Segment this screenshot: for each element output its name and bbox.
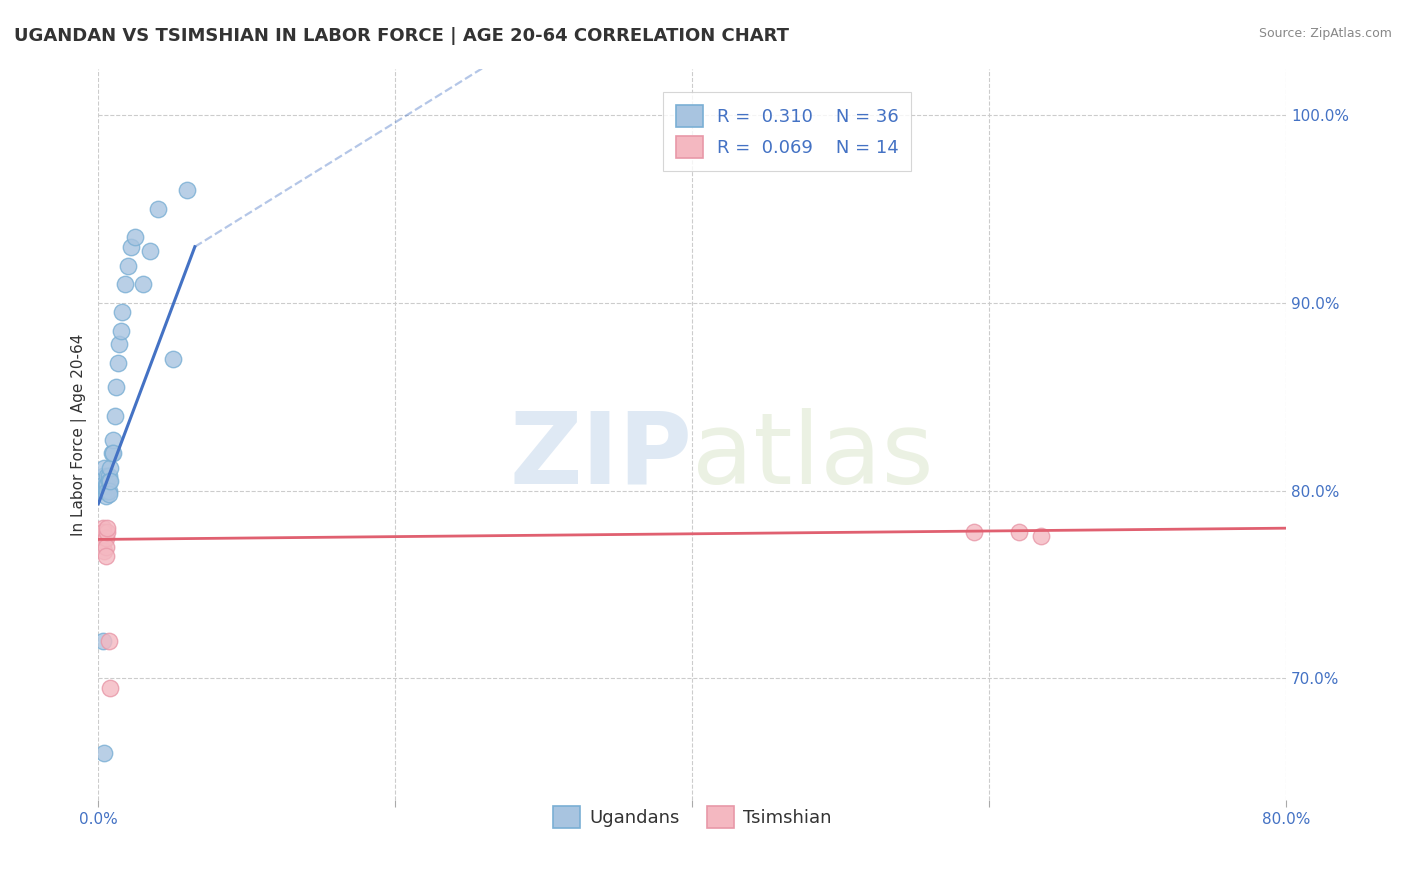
Point (96, 483, 118, 498)
Point (91, 524, 114, 539)
Point (104, 409, 127, 423)
Point (97, 475, 120, 489)
Point (97, 468, 120, 483)
Point (94, 549, 117, 564)
Point (91, 468, 114, 483)
Point (96, 521, 118, 535)
Legend: Ugandans, Tsimshian: Ugandans, Tsimshian (546, 798, 838, 835)
Text: Source: ZipAtlas.com: Source: ZipAtlas.com (1258, 27, 1392, 40)
Y-axis label: In Labor Force | Age 20-64: In Labor Force | Age 20-64 (72, 334, 87, 535)
Point (103, 433, 125, 447)
Point (100, 446, 122, 460)
Point (91, 633, 114, 648)
Text: atlas: atlas (692, 408, 934, 505)
Point (93, 483, 115, 498)
Point (93, 534, 115, 549)
Point (963, 524, 986, 539)
Point (96, 524, 118, 539)
Point (93, 747, 115, 761)
Text: UGANDAN VS TSIMSHIAN IN LABOR FORCE | AGE 20-64 CORRELATION CHART: UGANDAN VS TSIMSHIAN IN LABOR FORCE | AG… (14, 27, 789, 45)
Point (98, 461, 121, 475)
Point (139, 244, 162, 258)
Point (94, 489, 117, 503)
Point (98, 475, 121, 489)
Point (91, 478, 114, 492)
Point (94, 483, 117, 498)
Point (97, 487, 120, 501)
Point (98, 681, 121, 695)
Point (103, 446, 125, 460)
Point (94, 478, 117, 492)
Point (120, 240, 142, 254)
Point (97, 483, 120, 498)
Point (94, 540, 117, 554)
Point (96, 478, 118, 492)
Point (117, 259, 139, 273)
Point (108, 337, 131, 351)
Point (176, 184, 198, 198)
Point (93, 461, 115, 475)
Point (93, 543, 115, 558)
Point (105, 380, 128, 394)
Point (94, 531, 117, 545)
Point (1029, 529, 1052, 543)
Point (111, 305, 134, 319)
Text: ZIP: ZIP (509, 408, 692, 505)
Point (110, 324, 132, 338)
Point (146, 202, 169, 217)
Point (114, 277, 136, 292)
Point (132, 277, 155, 292)
Point (124, 230, 146, 244)
Point (107, 356, 129, 370)
Point (97, 633, 120, 648)
Point (1008, 524, 1031, 539)
Point (162, 352, 184, 367)
Point (91, 521, 114, 535)
Point (96, 468, 118, 483)
